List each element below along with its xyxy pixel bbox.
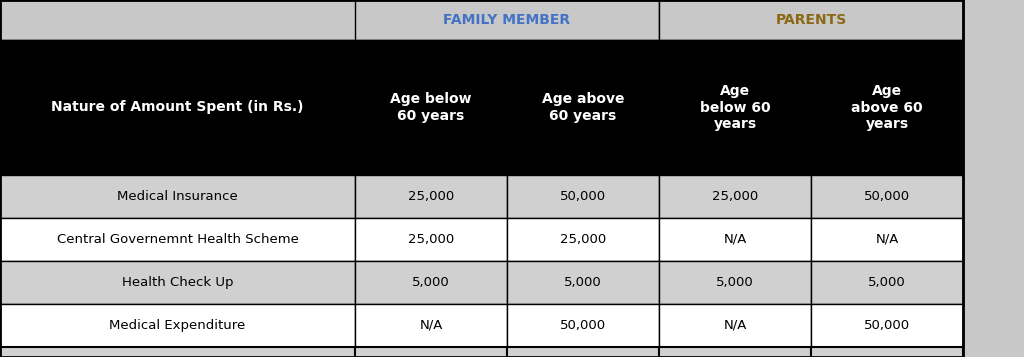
Bar <box>659 175 811 218</box>
Bar <box>507 261 659 304</box>
Bar <box>0 175 355 218</box>
Bar <box>811 40 963 175</box>
Bar <box>507 218 659 261</box>
Bar <box>0 347 355 357</box>
Text: Central Governemnt Health Scheme: Central Governemnt Health Scheme <box>56 233 298 246</box>
Text: 5,000: 5,000 <box>564 276 602 289</box>
Text: N/A: N/A <box>419 319 442 332</box>
Bar <box>811 261 963 304</box>
Bar <box>659 0 963 40</box>
Text: 5,000: 5,000 <box>716 276 754 289</box>
Text: FAMILY MEMBER: FAMILY MEMBER <box>443 13 570 27</box>
Text: Age above
60 years: Age above 60 years <box>542 92 625 122</box>
Bar <box>659 261 811 304</box>
Bar <box>507 347 659 357</box>
Bar <box>0 261 355 304</box>
Text: N/A: N/A <box>876 233 899 246</box>
Text: PARENTS: PARENTS <box>775 13 847 27</box>
Bar <box>507 40 659 175</box>
Text: Age
above 60
years: Age above 60 years <box>851 84 923 131</box>
Bar <box>0 218 355 261</box>
Bar <box>659 218 811 261</box>
Text: 50,000: 50,000 <box>560 319 606 332</box>
Bar <box>659 40 811 175</box>
Bar <box>355 347 507 357</box>
Bar <box>811 304 963 347</box>
Bar <box>507 175 659 218</box>
Text: N/A: N/A <box>723 319 746 332</box>
Bar <box>355 40 507 175</box>
Text: Nature of Amount Spent (in Rs.): Nature of Amount Spent (in Rs.) <box>51 101 304 115</box>
Bar <box>0 0 963 40</box>
Text: 25,000: 25,000 <box>408 190 454 203</box>
Bar <box>355 0 659 40</box>
Text: 25,000: 25,000 <box>712 190 758 203</box>
Text: 5,000: 5,000 <box>868 276 906 289</box>
Bar <box>811 347 963 357</box>
Text: 5,000: 5,000 <box>412 276 450 289</box>
Bar <box>355 261 507 304</box>
Bar <box>355 175 507 218</box>
Text: 50,000: 50,000 <box>560 190 606 203</box>
Bar <box>659 347 811 357</box>
Bar <box>0 40 355 175</box>
Bar <box>811 218 963 261</box>
Text: Health Check Up: Health Check Up <box>122 276 233 289</box>
Bar <box>507 304 659 347</box>
Text: Age below
60 years: Age below 60 years <box>390 92 472 122</box>
Text: 25,000: 25,000 <box>408 233 454 246</box>
Bar <box>811 175 963 218</box>
Text: Age
below 60
years: Age below 60 years <box>699 84 770 131</box>
Text: N/A: N/A <box>723 233 746 246</box>
Text: 25,000: 25,000 <box>560 233 606 246</box>
Text: 50,000: 50,000 <box>864 190 910 203</box>
Bar <box>659 304 811 347</box>
Text: 50,000: 50,000 <box>864 319 910 332</box>
Bar <box>0 304 355 347</box>
Text: Medical Expenditure: Medical Expenditure <box>110 319 246 332</box>
Bar <box>355 218 507 261</box>
Text: Medical Insurance: Medical Insurance <box>117 190 238 203</box>
Bar <box>355 304 507 347</box>
